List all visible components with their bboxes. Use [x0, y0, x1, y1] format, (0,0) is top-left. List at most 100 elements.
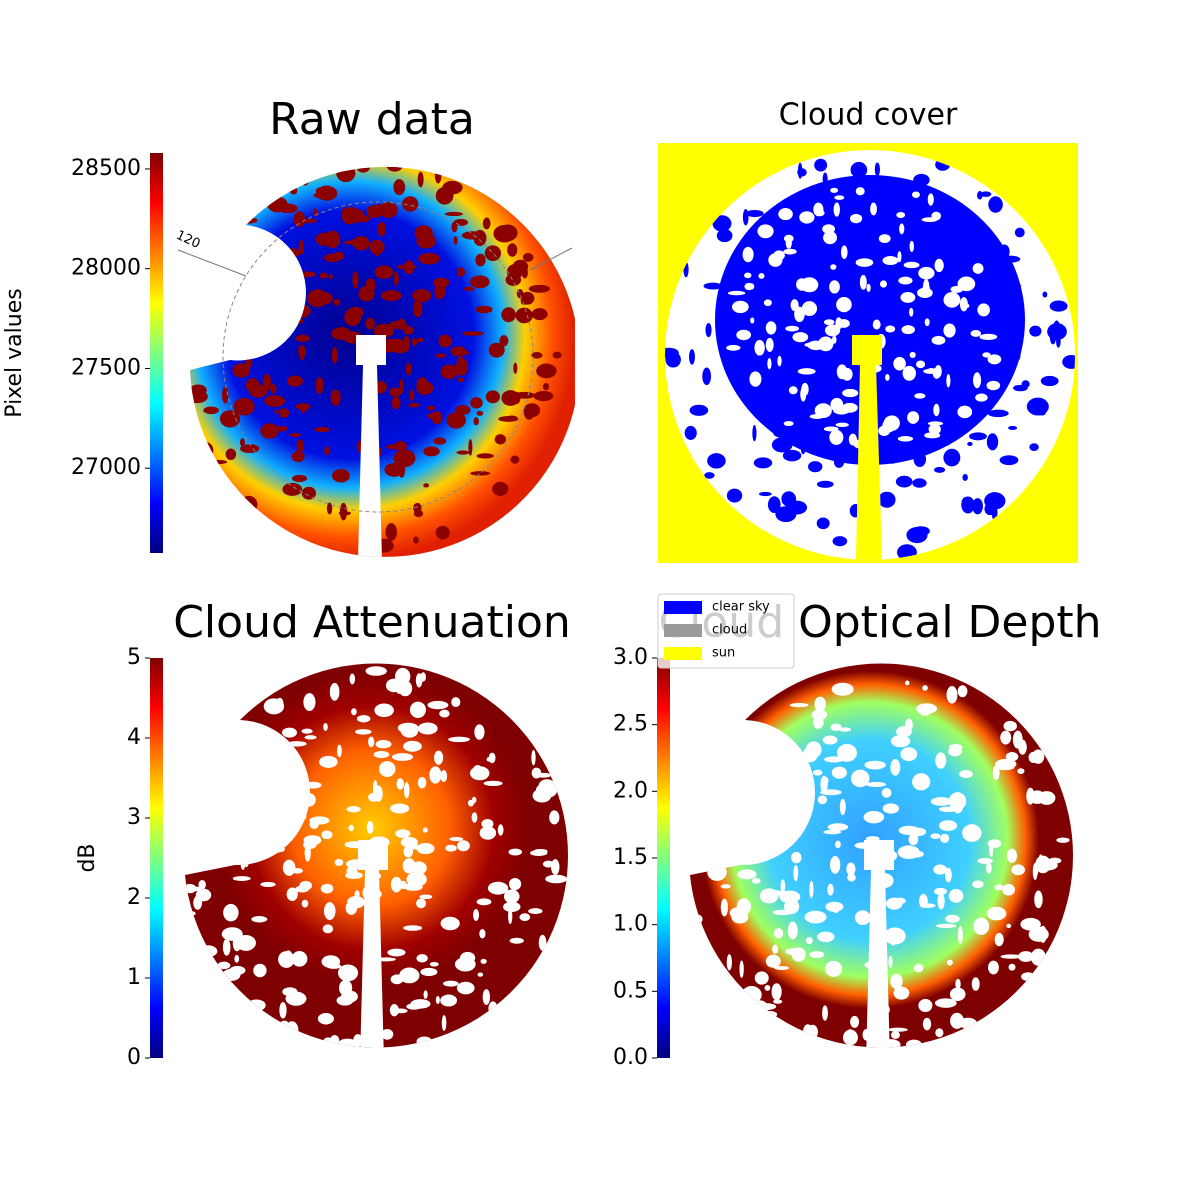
cloud-blob — [435, 186, 454, 205]
cloud-blob — [298, 345, 306, 358]
cloud-blob — [726, 344, 741, 351]
cloud-blob — [278, 951, 295, 968]
cloud-blob — [839, 798, 846, 816]
cloud-blob — [291, 951, 308, 967]
cloud-blob — [977, 303, 990, 317]
cloud-blob — [785, 948, 805, 956]
cloud-blob — [449, 837, 464, 842]
cloud-blob — [950, 285, 963, 293]
cloud-blob — [1018, 951, 1034, 962]
cloud-blob — [1003, 720, 1017, 732]
cloud-blob — [393, 179, 406, 196]
cloud-blob — [967, 441, 973, 447]
cloud-blob — [476, 898, 492, 906]
cloud-blob — [393, 449, 416, 468]
cloud-blob — [835, 422, 849, 428]
cloud-blob — [420, 967, 438, 977]
cloud-blob — [767, 357, 772, 370]
cloud-blob — [765, 337, 774, 352]
cloud-blob — [780, 879, 786, 893]
cloud-blob — [210, 280, 227, 294]
cloud-blob — [937, 892, 945, 910]
cloud-blob — [451, 697, 461, 708]
cloud-blob — [707, 453, 726, 469]
cloud-blob — [409, 389, 415, 402]
cloud-blob — [485, 390, 500, 404]
cloud-blob — [279, 1001, 287, 1019]
cloud-blob — [890, 759, 901, 776]
cloud-blob — [1005, 751, 1019, 762]
cloud-blob — [222, 938, 231, 956]
cloud-blob — [814, 158, 828, 172]
cloud-blob — [253, 963, 267, 978]
cloud-blob — [768, 806, 780, 815]
cloud-blob — [776, 744, 785, 753]
cloud-blob — [399, 967, 420, 984]
cloud-blob — [332, 251, 345, 261]
cloud-blob — [473, 909, 480, 922]
cloud-blob — [286, 887, 298, 901]
cloud-blob — [758, 491, 772, 497]
cloud-blob — [240, 495, 258, 513]
cloud-blob — [217, 961, 231, 970]
cloud-blob — [503, 889, 520, 904]
cloud-blob — [773, 999, 783, 1004]
cloud-blob — [855, 187, 865, 196]
colorbar-tick-label: 3 — [127, 805, 141, 830]
cloud-blob — [374, 265, 394, 279]
cloud-blob — [972, 263, 984, 274]
cloud-blob — [816, 517, 830, 530]
cloud-blob — [330, 1035, 340, 1046]
cloud-blob — [315, 377, 324, 394]
cloud-blob — [751, 877, 761, 884]
cloud-blob — [702, 367, 712, 386]
cloud-blob — [301, 793, 316, 807]
cloud-blob — [728, 782, 736, 793]
cloud-blob — [1000, 954, 1022, 959]
cloud-blob — [916, 360, 926, 369]
cloud-blob — [270, 243, 284, 258]
cloud-blob — [520, 291, 535, 305]
cloud-blob — [493, 225, 516, 243]
cloud-blob — [922, 283, 931, 296]
cloud-blob — [506, 904, 516, 910]
cloud-blob — [854, 910, 871, 926]
cloud-blob — [351, 708, 357, 716]
cloud-blob — [276, 425, 288, 432]
cloud-blob — [471, 812, 478, 823]
cloud-blob — [987, 354, 1002, 365]
cloud-blob — [833, 405, 851, 415]
cloud-blob — [409, 701, 426, 718]
cloud-blob — [473, 417, 479, 426]
cloud-blob — [882, 255, 899, 266]
colorbar-tick-label: 2.0 — [613, 778, 648, 803]
cloud-blob — [822, 1005, 828, 1021]
colorbar-tick-label: 0.5 — [613, 978, 648, 1003]
cloud-blob — [272, 820, 288, 839]
cloud-blob — [198, 879, 206, 890]
cloud-blob — [932, 367, 941, 379]
cloud-blob — [324, 446, 330, 456]
cloud-blob — [468, 438, 473, 456]
cloud-blob — [955, 978, 961, 990]
cloud-blob — [266, 783, 283, 794]
cloud-blob — [774, 965, 790, 970]
cloud-blob — [325, 230, 341, 249]
cloud-blob — [285, 991, 307, 1006]
azimuth-label: 120 — [174, 228, 203, 252]
cloud-blob — [215, 729, 237, 747]
cloud-blob — [703, 777, 713, 795]
azimuth-line — [177, 249, 247, 277]
cloud-blob — [986, 380, 1001, 391]
cloud-blob — [416, 898, 427, 909]
cloud-blob — [203, 406, 219, 415]
cloud-blob — [403, 335, 410, 352]
cloud-blob — [245, 356, 253, 368]
cloud-blob — [814, 696, 826, 712]
cloud-blob — [240, 444, 260, 454]
cloud-blob — [943, 323, 956, 338]
dashed-ring — [222, 201, 534, 513]
cloud-blob — [427, 700, 449, 710]
cloud-blob — [977, 857, 993, 864]
cloud-blob — [1056, 837, 1070, 843]
